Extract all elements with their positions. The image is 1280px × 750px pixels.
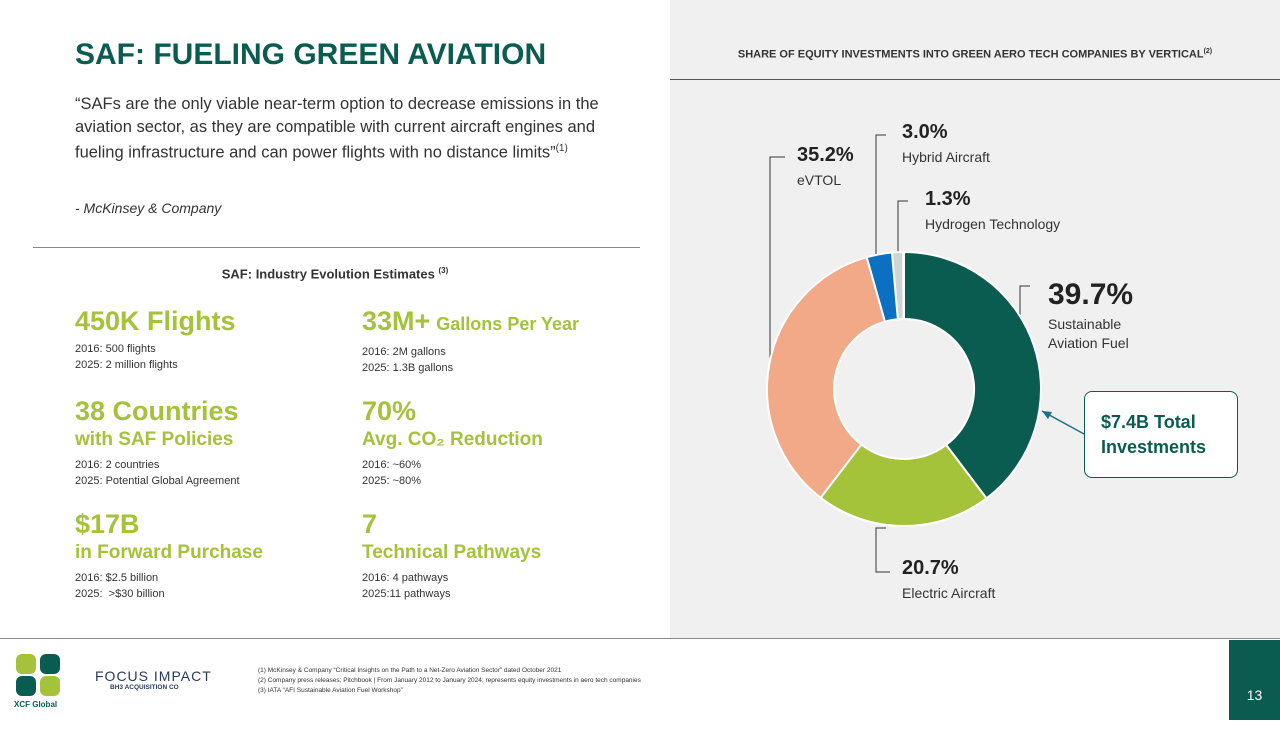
slide: SAF: FUELING GREEN AVIATION “SAFs are th… [0, 0, 1280, 720]
estimate-detail: 2016: $2.5 billion [75, 572, 159, 584]
estimate: 70% Avg. CO₂ Reduction 2016: ~60% 2025: ~80… [362, 395, 642, 489]
focus-logo-sub: BH3 ACQUISITION CO [110, 684, 179, 691]
value-label: 39.7% [1048, 278, 1134, 311]
divider [33, 247, 640, 248]
footnote: (3) IATA “AFI Sustainable Aviation Fuel … [258, 687, 403, 694]
estimate-detail: 2025:11 pathways [362, 588, 451, 600]
donut-slice [766, 255, 887, 500]
leader-line [769, 156, 785, 368]
category-label: Electric Aircraft [902, 585, 996, 601]
chart-title-text: SHARE OF EQUITY INVESTMENTS INTO GREEN A… [737, 48, 1204, 61]
chart-title: SHARE OF EQUITY INVESTMENTS INTO GREEN A… [670, 48, 1280, 61]
value-label: 3.0% [902, 121, 948, 143]
estimates-title: SAF: Industry Evolution Estimates (3) [0, 266, 670, 281]
estimate-detail: 2025: ~80% [362, 475, 422, 487]
estimate-detail: 2016: 500 flights [75, 343, 156, 355]
estimate: 33M+ Gallons Per Year 2016: 2M gallons 2025… [362, 305, 642, 376]
estimate-detail: 2025: >$30 billion [75, 588, 165, 600]
estimate-details: 2016: ~60% 2025: ~80% [362, 457, 642, 489]
headline-text: 38 Countries [75, 396, 239, 426]
estimate-headline: 33M+ Gallons Per Year [362, 305, 642, 340]
estimate-headline: 70% [362, 395, 642, 427]
xcf-logo-mark [16, 654, 60, 696]
quote: “SAFs are the only viable near-term opti… [75, 93, 635, 164]
estimates-title-text: SAF: Industry Evolution Estimates [221, 266, 435, 282]
estimate-details: 2016: 500 flights 2025: 2 million flights [75, 341, 355, 373]
estimate-subhead: in Forward Purchase [75, 542, 263, 563]
donut-slice [903, 250, 1042, 500]
leader-line [1019, 285, 1030, 320]
chart-title-ref: (2) [1203, 48, 1213, 55]
estimate-headline: 450K Flights [75, 305, 355, 337]
headline-text: $17B [75, 509, 140, 539]
donut-slice [819, 443, 989, 527]
headline-text: 33M+ [362, 306, 431, 336]
donut-slice [865, 251, 899, 323]
page-number: 13 [1229, 640, 1280, 720]
value-label: 1.3% [925, 188, 971, 210]
headline-inline: Gallons Per Year [436, 314, 580, 334]
estimate-headline: $17B [75, 508, 355, 540]
donut-chart [766, 134, 1085, 573]
estimate-detail: 2025: Potential Global Agreement [75, 475, 240, 487]
estimate-subhead: with SAF Policies [75, 429, 234, 450]
category-label: eVTOL [797, 172, 842, 188]
estimate: 450K Flights 2016: 500 flights 2025: 2 mil… [75, 305, 355, 373]
value-label: 35.2% [797, 144, 854, 166]
estimate-detail: 2016: 2 countries [75, 459, 160, 471]
estimate-headline: 38 Countries [75, 395, 355, 427]
quote-source: - McKinsey & Company [75, 200, 222, 216]
category-label: Hybrid Aircraft [902, 149, 990, 165]
estimate-details: 2016: $2.5 billion 2025: >$30 billion [75, 570, 355, 602]
leader-line [897, 200, 908, 252]
estimate-headline: 7 [362, 508, 642, 540]
footer-rule [0, 638, 1280, 639]
headline-text: 450K Flights [75, 306, 236, 336]
estimates-ref: (3) [438, 266, 449, 275]
title: SAF: FUELING GREEN AVIATION [75, 38, 547, 71]
leader-line [875, 134, 886, 255]
estimate: 38 Countries with SAF Policies 2016: 2 cou… [75, 395, 355, 489]
leader-line [875, 527, 890, 573]
xcf-logo-text: XCF Global [14, 700, 58, 709]
chart-header-rule [670, 79, 1280, 80]
estimate-detail: 2016: ~60% [362, 459, 422, 471]
headline-text: 7 [362, 509, 378, 539]
estimate-details: 2016: 4 pathways 2025:11 pathways [362, 570, 642, 602]
annotation: $7.4B Total Investments [1084, 391, 1238, 478]
estimate: 7 Technical Pathways 2016: 4 pathways 2025:… [362, 508, 642, 602]
quote-text: “SAFs are the only viable near-term opti… [75, 95, 599, 162]
arrow-head [1042, 411, 1052, 419]
headline-text: 70% [362, 396, 417, 426]
footnote: (2) Company press releases; Pitchbook | … [258, 677, 641, 684]
category-label: Hydrogen Technology [925, 216, 1061, 232]
quote-ref: (1) [555, 143, 568, 154]
estimate-subhead: Avg. CO₂ Reduction [362, 429, 543, 450]
footnote: (1) McKinsey & Company “Critical Insight… [258, 667, 562, 674]
footnotes: (1) McKinsey & Company “Critical Insight… [258, 666, 641, 696]
estimate-details: 2016: 2M gallons 2025: 1.3B gallons [362, 344, 642, 376]
value-label: 20.7% [902, 557, 959, 579]
estimate-details: 2016: 2 countries 2025: Potential Global … [75, 457, 355, 489]
estimate-detail: 2016: 2M gallons [362, 346, 446, 358]
estimate-detail: 2016: 4 pathways [362, 572, 449, 584]
estimate-detail: 2025: 2 million flights [75, 359, 178, 371]
focus-logo: FOCUS IMPACT [95, 668, 212, 684]
category-label: Sustainable Aviation Fuel [1048, 316, 1129, 351]
estimate: $17B in Forward Purchase 2016: $2.5 billio… [75, 508, 355, 602]
estimate-subhead: Technical Pathways [362, 542, 542, 563]
estimate-detail: 2025: 1.3B gallons [362, 362, 454, 374]
